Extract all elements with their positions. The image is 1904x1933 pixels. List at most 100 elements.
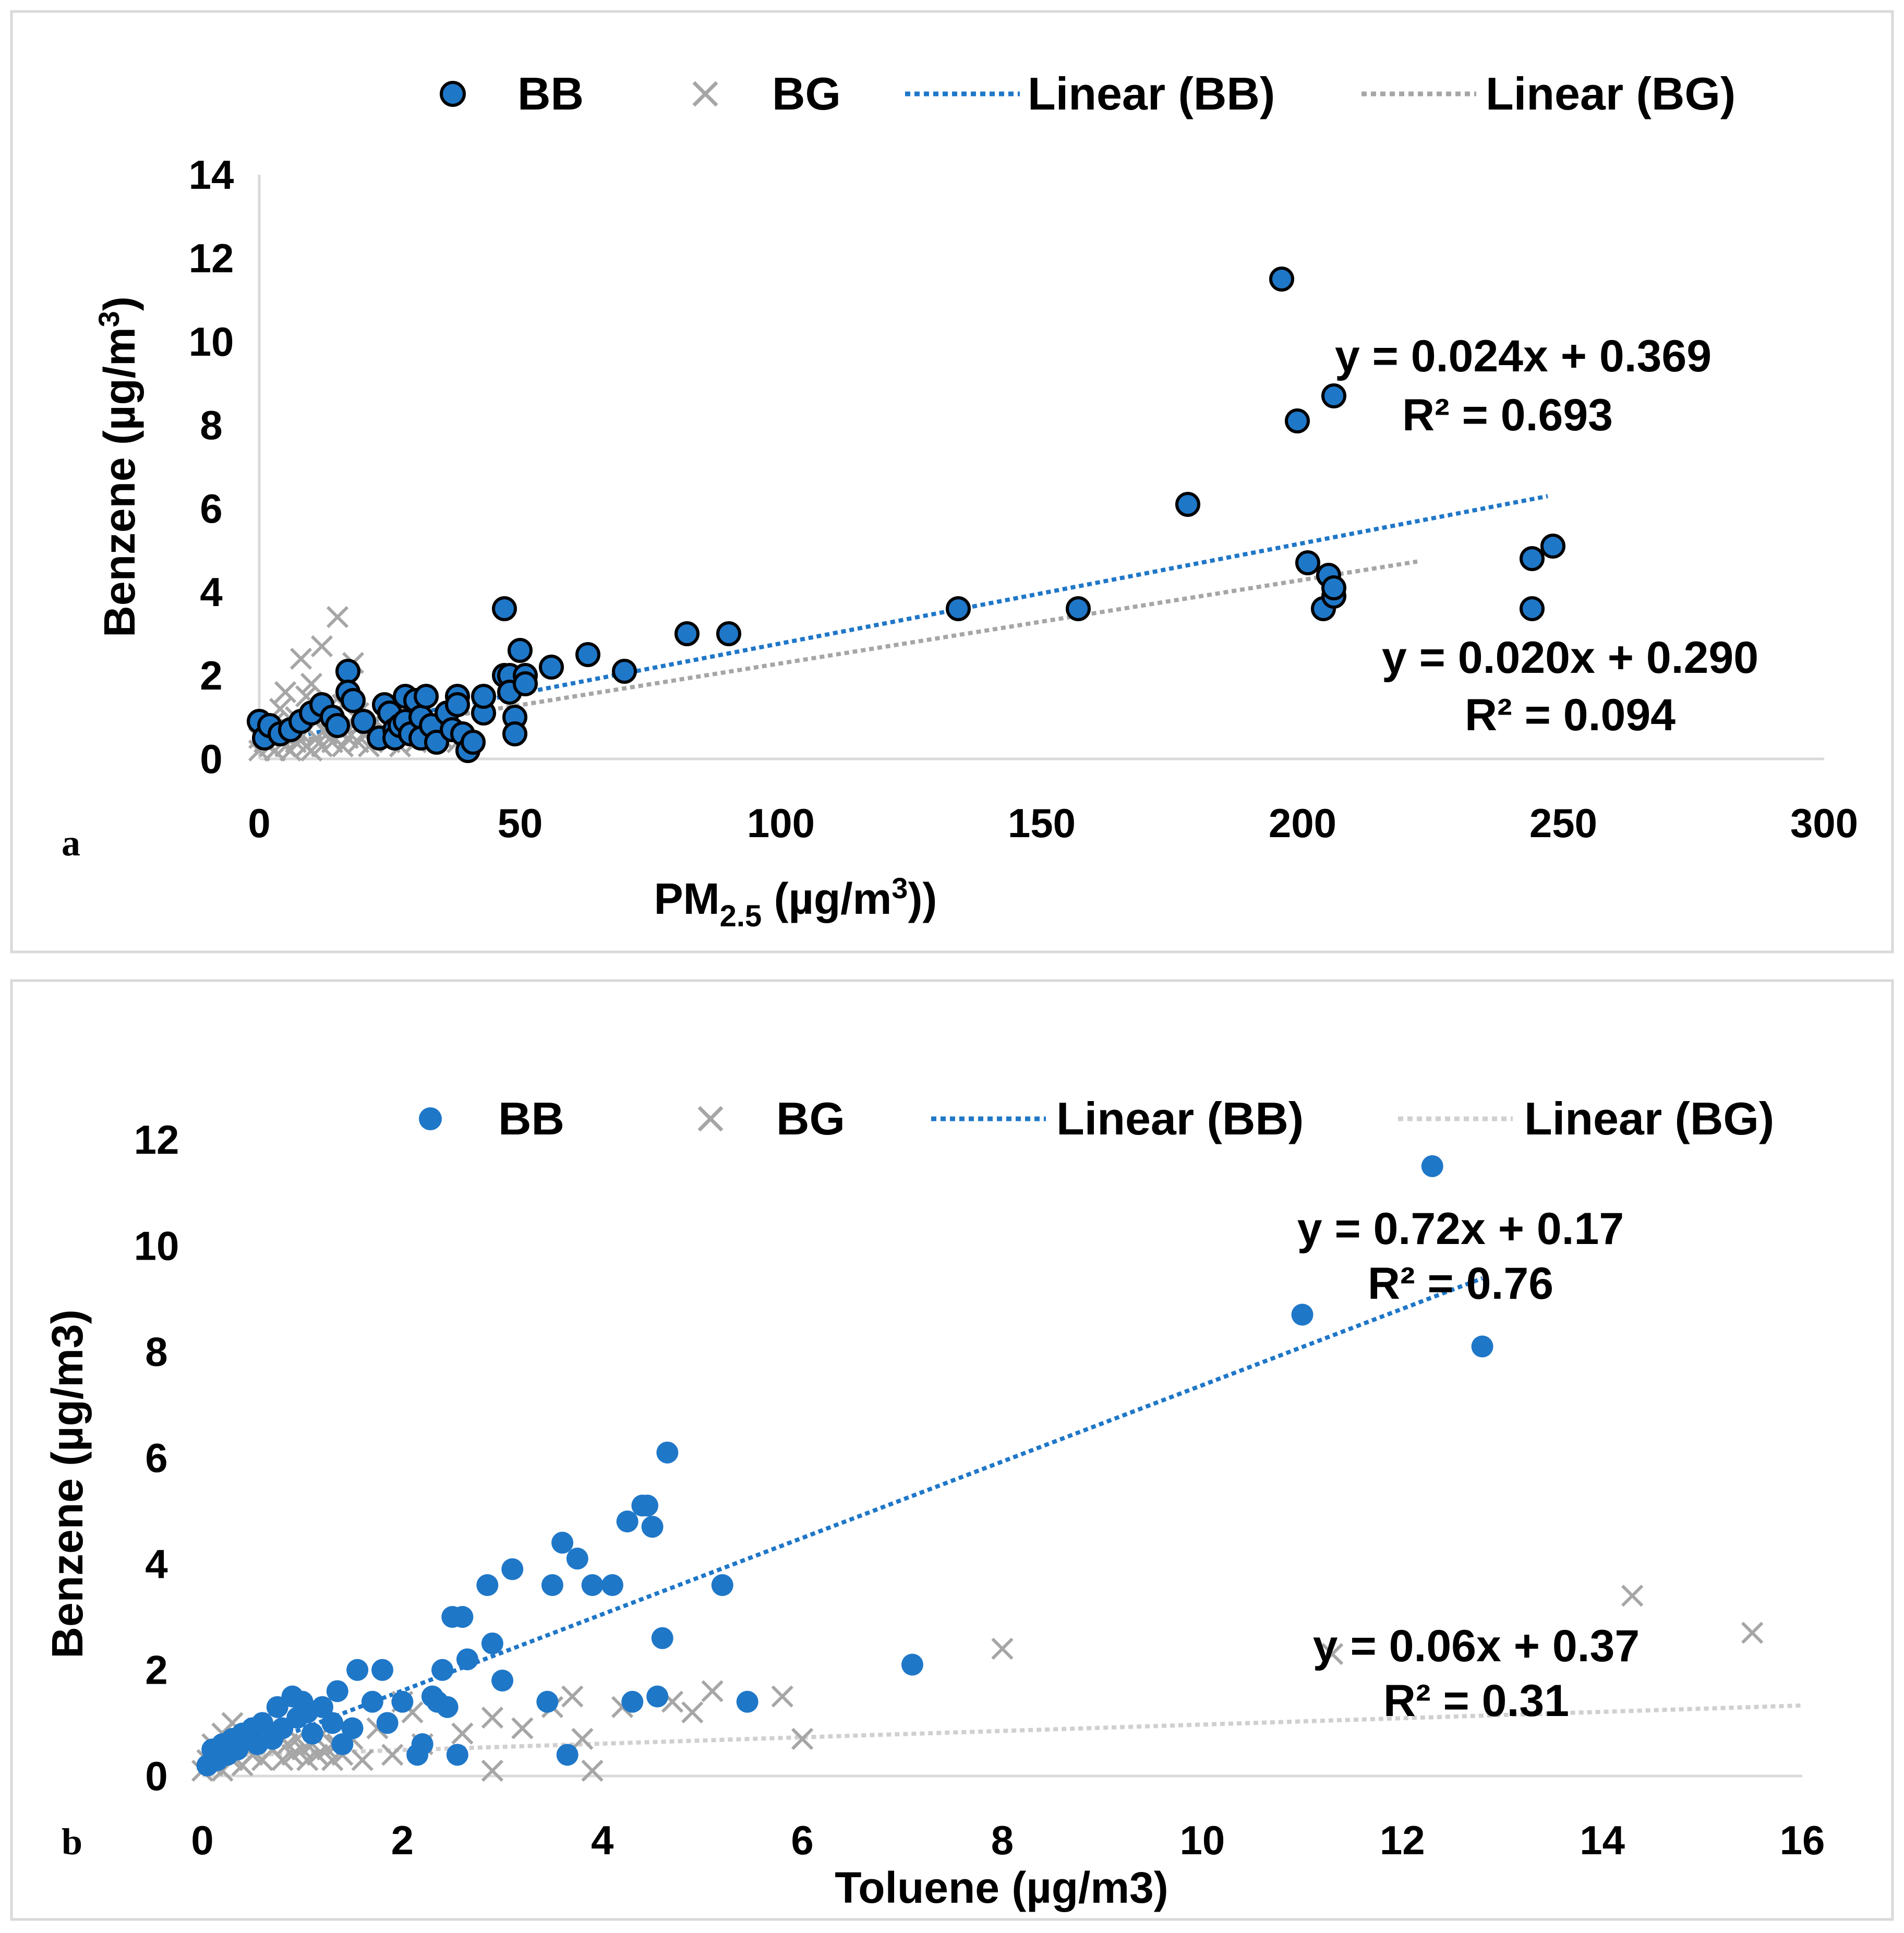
- panel-b-x-tick-3: 6: [791, 1817, 813, 1863]
- panel-a-y-tick-7: 14: [189, 152, 234, 198]
- panel-b-bg-equation: y = 0.06x + 0.37: [1313, 1621, 1640, 1671]
- panel-b-bb-point-34: [436, 1696, 459, 1718]
- panel-a-legend-bb-label: BB: [517, 68, 584, 119]
- panel-b-y-tick-0: 0: [145, 1753, 167, 1799]
- panel-a-x-tick-1: 50: [498, 800, 543, 846]
- panel-a-bb-point-54: [1175, 492, 1200, 517]
- panel-b-bb-point-61: [1291, 1303, 1313, 1326]
- panel-b-bb-point-44: [541, 1574, 563, 1596]
- panel-a-legend-linear-bb-label: Linear (BB): [1028, 68, 1275, 119]
- panel-b-legend-linear-bb-label: Linear (BB): [1056, 1093, 1304, 1144]
- panel-b-bg-point-42: [511, 1717, 534, 1739]
- panel-a-bb-point-64: [1520, 546, 1545, 571]
- panel-b-x-tick-0: 0: [191, 1817, 213, 1863]
- panel-a-bb-point-57: [1295, 550, 1320, 575]
- panel-a-x-tick-2: 100: [747, 800, 815, 846]
- panel-b-bg-point-53: [991, 1637, 1014, 1660]
- panel-a-legend-bg-marker: [692, 81, 718, 107]
- panel-b-bb-point-20: [321, 1712, 344, 1734]
- panel-b-letter: b: [62, 1821, 82, 1863]
- panel-b-x-tick-5: 10: [1179, 1817, 1225, 1863]
- panel-b-bg-point-52: [791, 1727, 814, 1750]
- panel-b-x-tick-4: 8: [991, 1817, 1014, 1863]
- panel-a-bb-point-37: [471, 684, 496, 709]
- panel-a-bb-point-35: [461, 730, 486, 755]
- panel-a-y-tick-0: 0: [200, 736, 222, 782]
- panel-a-bg-point-30: [326, 606, 349, 629]
- chart-panel-a: 0 2 4 6 8 10 12 14 0 50 100 150 200 250 300 Benzene (…: [10, 10, 1894, 953]
- panel-b-legend: BB BG Linear (BB) Linear (BG): [419, 1093, 1774, 1144]
- panel-a-x-tick-4: 200: [1269, 800, 1336, 846]
- panel-b-bb-point-60: [901, 1653, 923, 1676]
- panel-b-x-tick-7: 14: [1580, 1817, 1625, 1863]
- panel-b-bg-r2: R² = 0.31: [1383, 1676, 1569, 1726]
- panel-a-legend-bg-label: BG: [772, 68, 841, 119]
- panel-a-bb-point-61: [1321, 575, 1346, 600]
- panel-a-y-tick-6: 12: [189, 235, 234, 281]
- panel-b-y-tick-2: 4: [145, 1541, 167, 1587]
- panel-b-bb-point-19: [311, 1696, 334, 1718]
- panel-b-bb-point-24: [346, 1659, 369, 1681]
- panel-a-bb-point-50: [674, 621, 700, 646]
- panel-b-legend-bb-label: BB: [498, 1093, 564, 1144]
- panel-b-y-axis-title: Benzene (µg/m3): [43, 1309, 92, 1658]
- panel-a-x-tick-5: 250: [1529, 800, 1597, 846]
- panel-b-bg-point-45: [571, 1727, 594, 1750]
- panel-a-bb-point-52: [946, 596, 971, 621]
- panel-a-bg-equation: y = 0.020x + 0.290: [1382, 633, 1758, 683]
- panel-b-bb-point-53: [636, 1494, 659, 1517]
- panel-a-bg-point-16: [290, 647, 312, 670]
- panel-a-bb-point-44: [508, 638, 533, 663]
- panel-b-bb-point-39: [476, 1574, 499, 1596]
- panel-b-bb-point-56: [651, 1627, 673, 1649]
- panel-b-bb-point-49: [601, 1574, 623, 1596]
- panel-b-bb-point-47: [566, 1548, 588, 1570]
- panel-b-bb-point-38: [456, 1648, 478, 1671]
- panel-b-bb-point-58: [711, 1574, 733, 1596]
- panel-a-bb-points: [247, 267, 1565, 763]
- panel-b-bg-point-41: [481, 1707, 504, 1729]
- panel-b-x-tick-8: 16: [1780, 1817, 1825, 1863]
- panel-a-x-tick-3: 150: [1008, 800, 1076, 846]
- panel-b-bg-point-49: [681, 1701, 704, 1724]
- panel-b-x-tick-6: 12: [1380, 1817, 1425, 1863]
- panel-b-x-tick-1: 2: [391, 1817, 414, 1863]
- panel-a-legend: BB BG Linear (BB) Linear (BG): [440, 68, 1736, 119]
- panel-b-bg-point-39: [451, 1722, 474, 1745]
- panel-b-legend-bg-label: BG: [776, 1093, 845, 1144]
- panel-b-bb-point-55: [646, 1685, 669, 1708]
- panel-a-bg-point-24: [310, 635, 333, 658]
- panel-a-frame: [10, 10, 1894, 953]
- panel-b-legend-bb-marker: [419, 1107, 442, 1130]
- panel-a-bb-point-55: [1269, 267, 1294, 292]
- panel-b-bb-point-30: [411, 1733, 433, 1755]
- panel-b-x-tick-2: 4: [591, 1817, 613, 1863]
- panel-b-bb-point-10: [251, 1712, 274, 1734]
- panel-a-bb-point-48: [575, 642, 600, 667]
- panel-a-bb-point-12: [341, 688, 366, 713]
- panel-a-bg-point-20: [300, 672, 323, 695]
- panel-a-bb-r2: R² = 0.693: [1402, 390, 1613, 440]
- panel-b-bg-point-33: [351, 1749, 373, 1771]
- panel-b-bb-point-41: [491, 1670, 514, 1692]
- panel-b-x-axis-title: Toluene (µg/m3): [835, 1863, 1168, 1912]
- panel-a-y-tick-3: 6: [200, 486, 222, 531]
- panel-b-legend-bg-marker: [697, 1106, 724, 1132]
- panel-b-bg-point-35: [381, 1744, 404, 1766]
- panel-b-bb-point-23: [341, 1717, 364, 1739]
- panel-b-y-tick-labels: 0 2 4 6 8 10 12: [134, 1117, 179, 1799]
- panel-b-trendline-bb: [201, 1276, 1484, 1769]
- panel-a-bb-point-53: [1066, 596, 1091, 621]
- panel-a-bb-point-51: [716, 621, 741, 646]
- panel-b-bb-point-36: [446, 1744, 468, 1766]
- panel-b-bg-point-55: [1621, 1585, 1644, 1607]
- panel-a-bb-point-46: [513, 671, 538, 696]
- panel-b-bg-point-40: [481, 1759, 504, 1782]
- panel-a-bb-point-9: [325, 713, 350, 738]
- panel-b-bb-point-21: [326, 1680, 348, 1702]
- panel-b-bb-point-63: [1471, 1335, 1493, 1358]
- panel-b-trendlines: [201, 1276, 1803, 1769]
- panel-b-bg-point-44: [561, 1685, 584, 1708]
